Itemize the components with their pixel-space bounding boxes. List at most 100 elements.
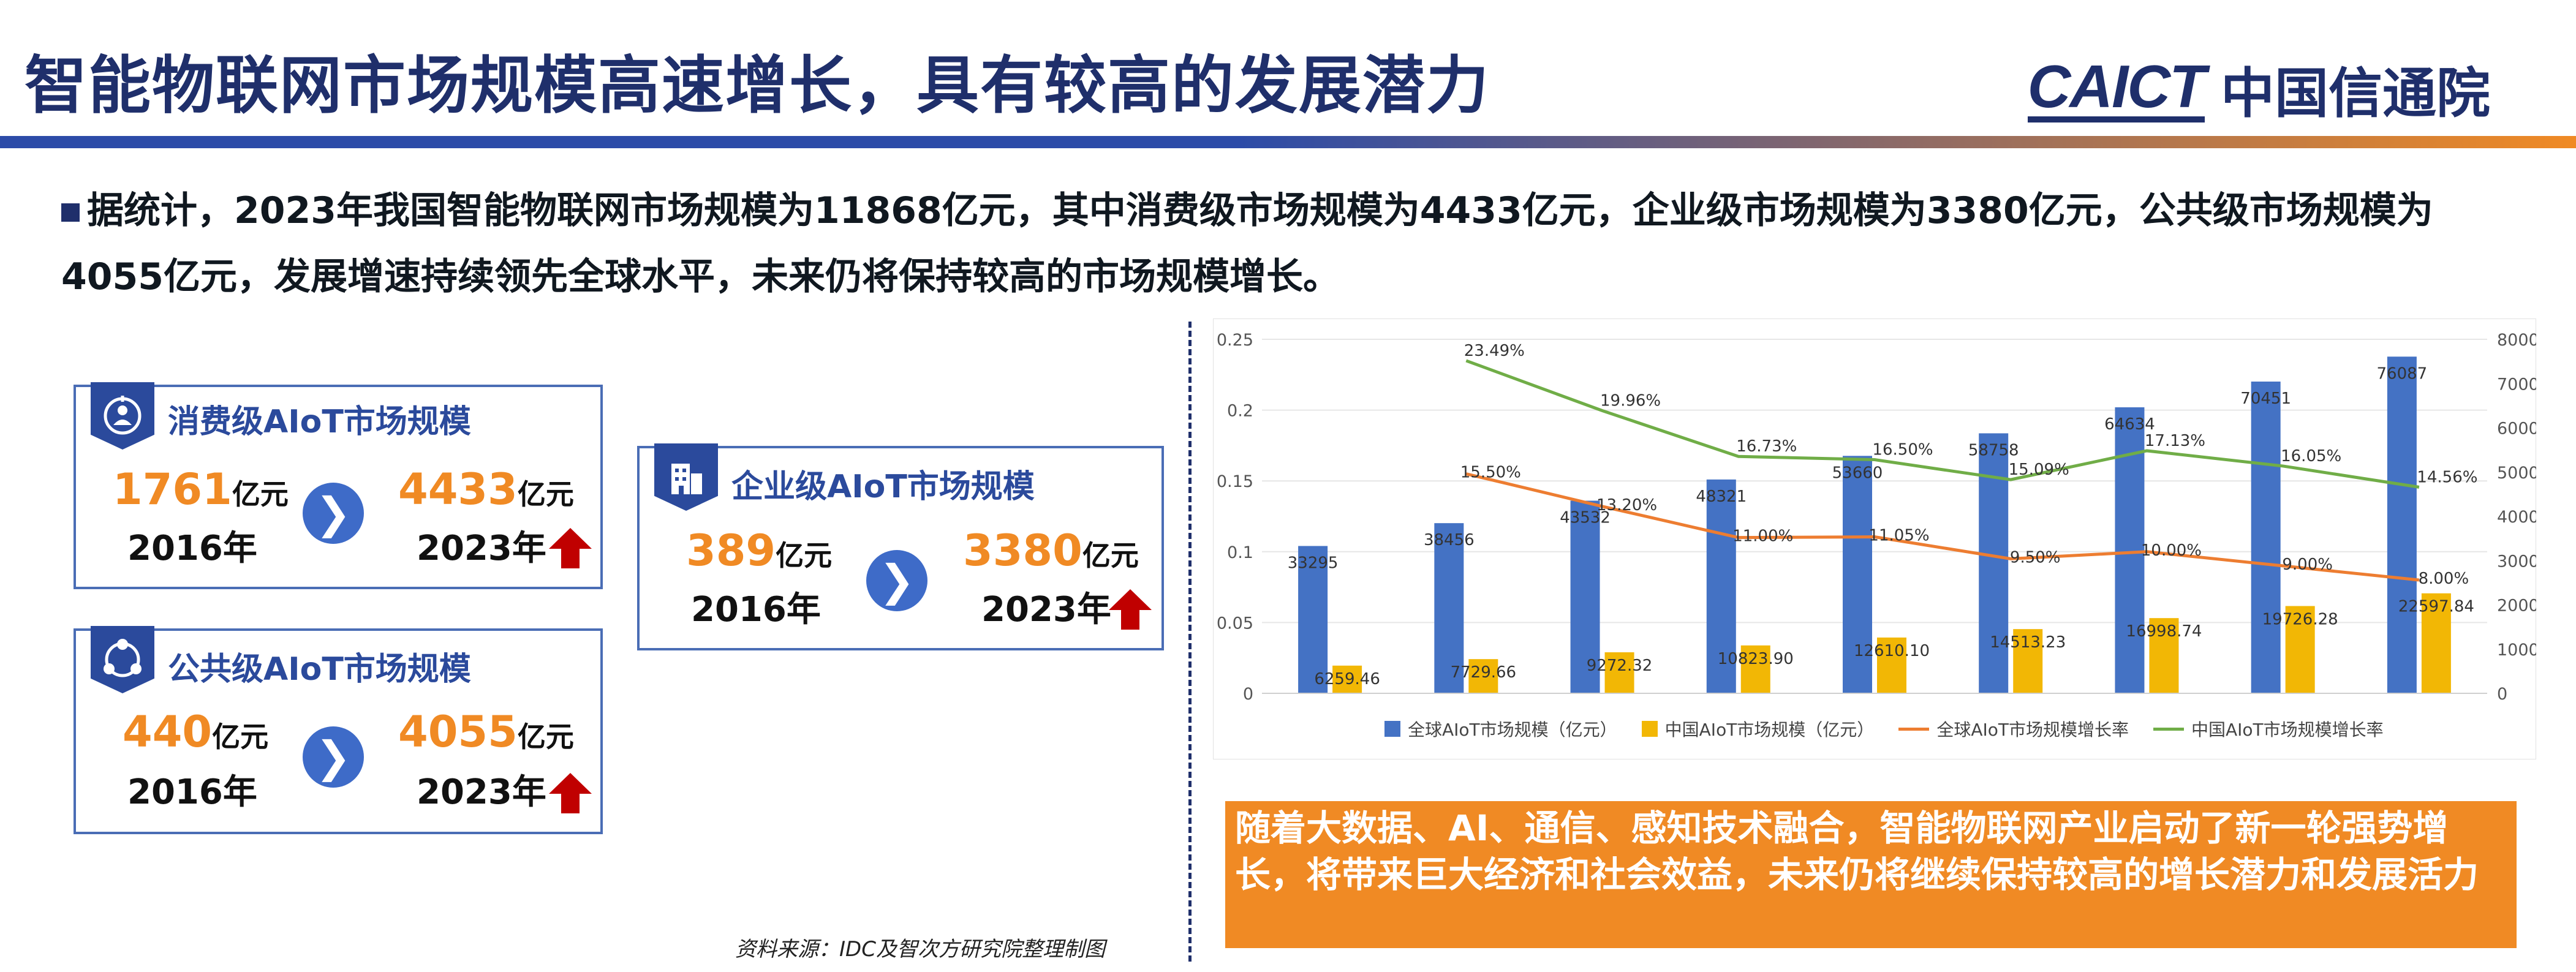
- y-right-tick-label: 40000: [2497, 508, 2536, 527]
- up-arrow-icon: [549, 773, 592, 813]
- legend-swatch-gold: [1641, 721, 1658, 737]
- intro-paragraph: 据统计，2023年我国智能物联网市场规模为11868亿元，其中消费级市场规模为4…: [61, 178, 2524, 310]
- y-left-tick-label: 0.25: [1217, 331, 1253, 350]
- public-from-value: 440亿元: [123, 707, 268, 757]
- bar-global: [1298, 546, 1328, 693]
- enterprise-to-year: 2023年: [981, 590, 1111, 630]
- y-right-tick-label: 80000: [2497, 331, 2536, 350]
- china-rate-label: 14.56%: [2417, 468, 2477, 486]
- page-title: 智能物联网市场规模高速增长，具有较高的发展潜力: [25, 50, 1490, 122]
- global-rate-label: 9.00%: [2282, 556, 2333, 574]
- bar-china: [2285, 606, 2315, 693]
- china-rate-line: [1465, 359, 2420, 489]
- bar-global-label: 43532: [1560, 508, 1611, 527]
- bar-global: [2387, 356, 2417, 693]
- enterprise-to-unit: 亿元: [1082, 539, 1139, 572]
- consumer-to-unit: 亿元: [517, 478, 574, 511]
- global-rate-label: 13.20%: [1596, 496, 1657, 514]
- legend-swatch-green-line: [2153, 727, 2184, 731]
- public-to-value: 4055亿元: [398, 707, 574, 757]
- chevron-right-icon: ❯: [866, 550, 927, 611]
- global-rate-label: 9.50%: [2010, 548, 2061, 567]
- y-right-tick-label: 30000: [2497, 552, 2536, 571]
- bar-global-label: 48321: [1696, 488, 1747, 506]
- public-to-unit: 亿元: [517, 720, 574, 753]
- bar-china: [2149, 618, 2179, 693]
- bar-global-label: 38456: [1424, 531, 1475, 549]
- enterprise-to-number: 3380: [963, 526, 1082, 576]
- up-arrow-icon: [549, 528, 592, 568]
- chevron-right-icon: ❯: [303, 726, 364, 788]
- header-divider-bar: [0, 136, 2576, 148]
- china-rate-label: 19.96%: [1600, 392, 1661, 410]
- bar-global: [2115, 407, 2145, 693]
- legend-label: 中国AIoT市场规模增长率: [2191, 720, 2384, 740]
- bar-china-label: 7729.66: [1451, 663, 1517, 682]
- public-to-year: 2023年: [417, 772, 546, 812]
- bar-china: [2421, 593, 2451, 693]
- public-from-number: 440: [123, 707, 213, 757]
- bar-china-label: 6259.46: [1314, 670, 1380, 688]
- consumer-from-year: 2016年: [127, 529, 257, 568]
- bar-global-label: 70451: [2240, 390, 2291, 408]
- enterprise-card-title: 企业级AIoT市场规模: [731, 469, 1035, 505]
- enterprise-from-number: 389: [686, 526, 776, 576]
- china-rate-label: 16.50%: [1872, 441, 1933, 459]
- bar-global-label: 58758: [1968, 441, 2019, 459]
- legend-item-global-rate: 全球AIoT市场规模增长率: [1898, 717, 2129, 741]
- y-left-tick-label: 0.1: [1227, 543, 1253, 562]
- legend-label: 中国AIoT市场规模（亿元）: [1664, 720, 1875, 740]
- consumer-to-value: 4433亿元: [398, 464, 574, 514]
- consumer-to-year: 2023年: [417, 529, 546, 568]
- legend-item-global-bar: 全球AIoT市场规模（亿元）: [1384, 717, 1617, 741]
- y-left-tick-label: 0: [1243, 685, 1253, 704]
- chart-legend: 全球AIoT市场规模（亿元） 中国AIoT市场规模（亿元） 全球AIoT市场规模…: [1384, 717, 2384, 741]
- y-right-tick-label: 50000: [2497, 464, 2536, 483]
- bar-china-label: 22597.84: [2398, 598, 2474, 616]
- bar-china-label: 14513.23: [1990, 633, 2066, 652]
- enterprise-from-value: 389亿元: [686, 526, 832, 576]
- chart-frame: [1213, 318, 2536, 759]
- summary-box: 随着大数据、AI、通信、感知技术融合，智能物联网产业启动了新一轮强势增长，将带来…: [1225, 801, 2517, 948]
- legend-item-china-rate: 中国AIoT市场规模增长率: [2153, 717, 2384, 741]
- global-rate-label: 11.00%: [1732, 527, 1793, 546]
- china-rate-label: 17.13%: [2145, 432, 2205, 450]
- logo-cn: 中国信通院: [2220, 62, 2490, 125]
- bar-china-label: 10823.90: [1718, 650, 1794, 668]
- legend-swatch-blue: [1384, 721, 1400, 737]
- bar-global-label: 53660: [1832, 464, 1883, 482]
- enterprise-to-value: 3380亿元: [963, 526, 1139, 576]
- intro-text: 据统计，2023年我国智能物联网市场规模为11868亿元，其中消费级市场规模为4…: [61, 189, 2433, 298]
- china-rate-label: 16.05%: [2281, 447, 2341, 465]
- people-target-icon: [91, 382, 154, 450]
- square-bullet-icon: [61, 203, 80, 222]
- china-rate-label: 23.49%: [1464, 342, 1525, 360]
- bar-global: [2251, 381, 2281, 693]
- y-right-tick-label: 10000: [2497, 641, 2536, 660]
- y-left-tick-label: 0.05: [1217, 614, 1253, 633]
- aiot-market-chart: 0 0.05 0.1 0.15 0.2 0.25 0 10000 20000 30000 40000…: [1213, 318, 2536, 759]
- y-right-tick-label: 0: [2497, 685, 2507, 704]
- bar-global: [1570, 500, 1600, 693]
- consumer-from-number: 1761: [113, 464, 232, 514]
- public-from-unit: 亿元: [212, 720, 269, 753]
- bar-global: [1706, 479, 1736, 693]
- public-to-number: 4055: [398, 707, 518, 757]
- china-rate-label: 16.73%: [1736, 437, 1797, 456]
- building-icon: [654, 443, 718, 511]
- network-icon: [91, 626, 154, 693]
- legend-label: 全球AIoT市场规模（亿元）: [1408, 720, 1617, 740]
- vertical-dashed-divider: [1188, 322, 1192, 962]
- bar-china-label: 9272.32: [1587, 657, 1653, 675]
- bar-china: [2013, 629, 2043, 693]
- bar-global-label: 33295: [1288, 554, 1339, 572]
- legend-item-china-bar: 中国AIoT市场规模（亿元）: [1641, 717, 1875, 741]
- global-rate-label: 11.05%: [1868, 527, 1929, 545]
- global-rate-label: 10.00%: [2141, 541, 2202, 560]
- bar-global: [1434, 523, 1464, 693]
- caict-logo: CAICT 中国信通院: [2027, 50, 2490, 128]
- logo-en: CAICT: [2027, 56, 2206, 122]
- y-left-tick-label: 0.15: [1217, 472, 1253, 491]
- chevron-right-icon: ❯: [303, 483, 364, 544]
- consumer-card-title: 消费级AIoT市场规模: [168, 404, 471, 440]
